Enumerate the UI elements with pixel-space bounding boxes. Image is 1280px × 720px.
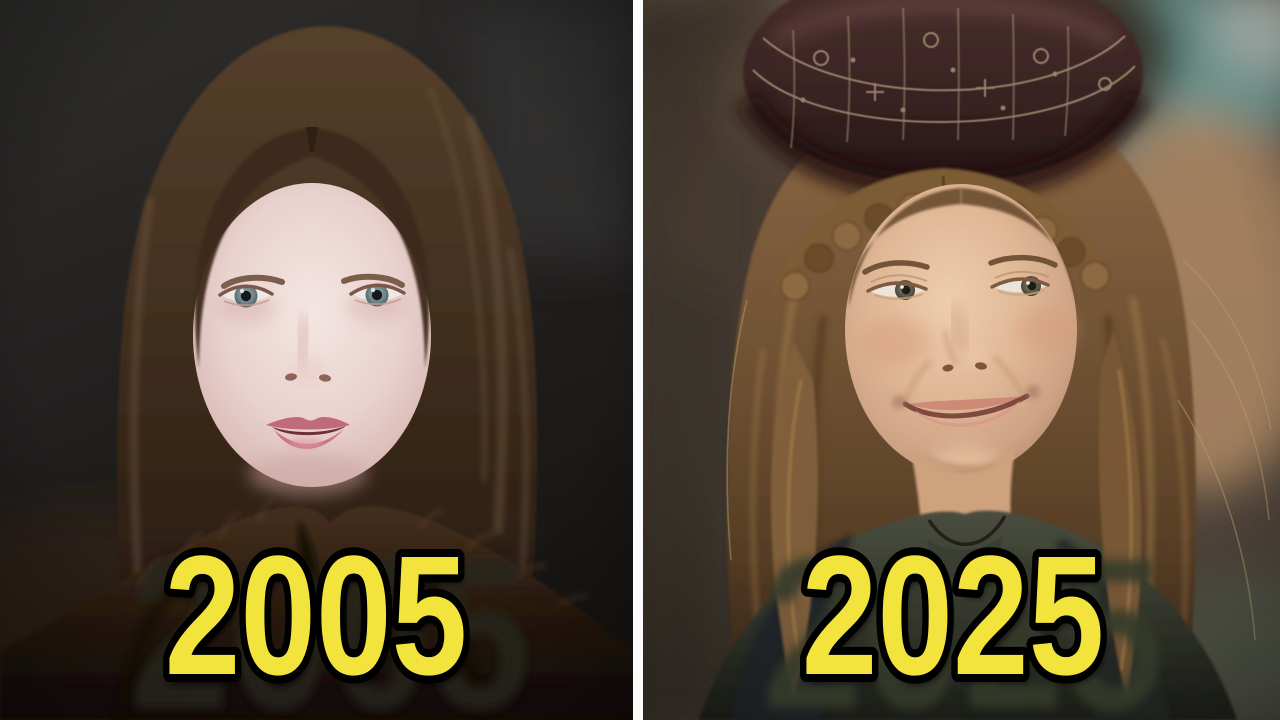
woman-portrait-2025: 2025 2025 2025 [643,0,1280,720]
year-ghost-2025: 2025 [762,514,1164,720]
girl-portrait-2005: 2005 2005 2005 [0,0,633,720]
svg-text:2025: 2025 [807,530,1110,720]
year-ghost-2005: 2005 [129,514,531,720]
svg-text:2025: 2025 [762,514,1164,720]
right-vignette [643,0,1280,720]
photo-panel-2025: 2025 2025 2025 [643,0,1280,720]
svg-text:2005: 2005 [165,521,468,711]
year-label-2025: 2025 2025 [795,513,1112,720]
vertical-divider [633,0,643,720]
svg-text:2025: 2025 [802,521,1105,711]
svg-text:2005: 2005 [170,530,473,720]
photo-panel-2005: 2005 2005 2005 [0,0,633,720]
svg-text:2005: 2005 [129,514,531,720]
left-vignette [0,0,633,720]
year-label-2005: 2005 2005 [158,513,475,720]
